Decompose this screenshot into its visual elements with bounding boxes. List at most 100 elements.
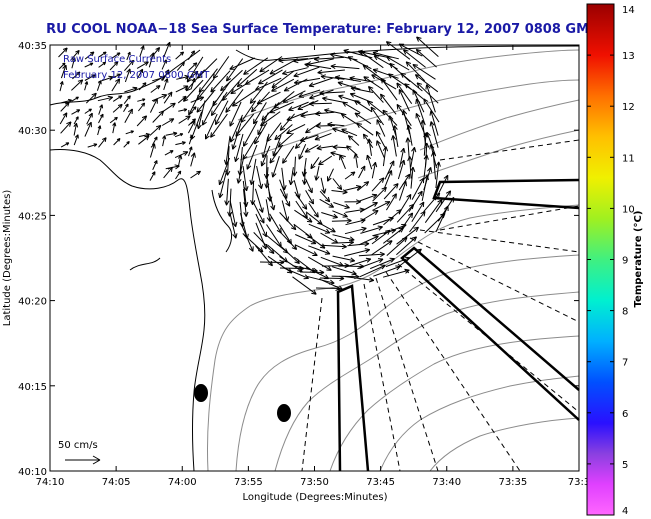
current-vector	[255, 222, 267, 250]
current-vector	[406, 124, 413, 146]
current-vector	[396, 226, 419, 245]
current-vector	[230, 78, 255, 95]
current-vector	[331, 218, 352, 224]
current-vector	[138, 135, 150, 145]
legend-line-2: February 12, 2007 0800 GMT	[63, 70, 210, 81]
current-vector	[136, 61, 149, 69]
current-vector	[255, 213, 267, 238]
current-vector	[84, 108, 92, 114]
contour-line	[429, 417, 580, 472]
current-vector	[256, 91, 281, 105]
current-vector	[126, 51, 131, 61]
current-vector	[97, 95, 114, 102]
current-vector	[319, 275, 345, 282]
current-vector	[231, 123, 242, 150]
current-vector	[435, 205, 449, 233]
current-vector	[136, 115, 148, 127]
current-vector	[231, 89, 257, 107]
current-vector	[202, 100, 216, 126]
current-vector	[332, 178, 343, 191]
current-vector	[318, 222, 336, 233]
current-vector	[71, 79, 84, 91]
colorbar-tick-label: 5	[622, 460, 628, 471]
x-tick-label: 73:50	[300, 477, 329, 488]
y-tick-label: 40:10	[18, 467, 47, 478]
current-vector	[277, 132, 294, 148]
current-vector	[189, 106, 197, 114]
current-vector	[163, 91, 173, 104]
current-vector	[372, 201, 391, 211]
current-vector	[152, 110, 165, 123]
y-axis-label: Latitude (Degrees:Minutes)	[2, 190, 13, 327]
current-vector	[98, 104, 104, 115]
current-vector	[174, 133, 184, 138]
current-vector	[112, 95, 123, 102]
current-vector	[346, 257, 372, 268]
current-vector	[423, 98, 440, 123]
current-vector	[396, 82, 413, 104]
current-vector	[360, 225, 383, 234]
current-vector	[405, 137, 411, 159]
current-vector	[401, 109, 411, 135]
current-vector	[396, 203, 415, 223]
current-vector	[96, 80, 102, 91]
current-vector	[196, 100, 206, 130]
current-vector	[388, 73, 412, 90]
current-vector	[344, 226, 367, 235]
radial-line	[375, 277, 439, 472]
y-tick-label: 40:20	[18, 297, 47, 308]
current-vector	[391, 135, 397, 157]
current-vector	[322, 96, 346, 104]
contour-line	[237, 49, 580, 121]
current-vector	[243, 121, 258, 147]
current-vector	[188, 146, 193, 157]
current-vector	[308, 77, 333, 88]
current-vector	[150, 85, 161, 93]
current-vector	[177, 95, 187, 104]
current-vector	[294, 135, 308, 149]
current-vector	[320, 74, 345, 80]
current-vector	[60, 64, 67, 79]
current-vector	[176, 61, 185, 71]
current-vector	[269, 213, 282, 234]
current-vector	[139, 45, 145, 57]
current-vector	[386, 237, 408, 256]
current-vector	[210, 70, 231, 93]
current-vector	[383, 183, 399, 200]
contour-line	[379, 375, 580, 472]
current-vector	[84, 51, 95, 60]
current-vector	[410, 147, 417, 168]
current-vector	[425, 131, 437, 156]
current-vector	[359, 264, 386, 278]
current-vector	[342, 101, 361, 114]
current-vector	[368, 86, 384, 103]
colorbar-tick-label: 13	[622, 51, 635, 62]
current-vector	[392, 125, 399, 147]
current-vector	[430, 151, 437, 180]
current-vector	[226, 58, 244, 82]
current-vector	[350, 86, 374, 93]
colorbar-tick-label: 4	[622, 506, 628, 517]
current-vector	[138, 102, 146, 112]
current-vector	[385, 193, 397, 211]
current-vector	[149, 124, 162, 136]
current-vector	[123, 103, 129, 112]
current-vector	[319, 90, 346, 96]
current-vector	[136, 68, 144, 79]
current-vector	[282, 90, 306, 103]
current-vector	[363, 76, 384, 91]
current-vector	[367, 138, 373, 156]
current-vector	[229, 57, 256, 70]
current-vector	[382, 268, 410, 278]
current-vector	[319, 190, 331, 203]
current-vector	[344, 199, 361, 205]
current-vector	[84, 81, 89, 91]
current-vector	[344, 248, 371, 257]
current-vector	[383, 209, 402, 226]
current-vector	[304, 62, 332, 70]
radial-line	[301, 297, 323, 472]
current-vector	[294, 191, 308, 210]
current-vector	[317, 69, 345, 75]
colorbar-tick-label: 12	[622, 102, 635, 113]
current-vector	[288, 167, 294, 186]
